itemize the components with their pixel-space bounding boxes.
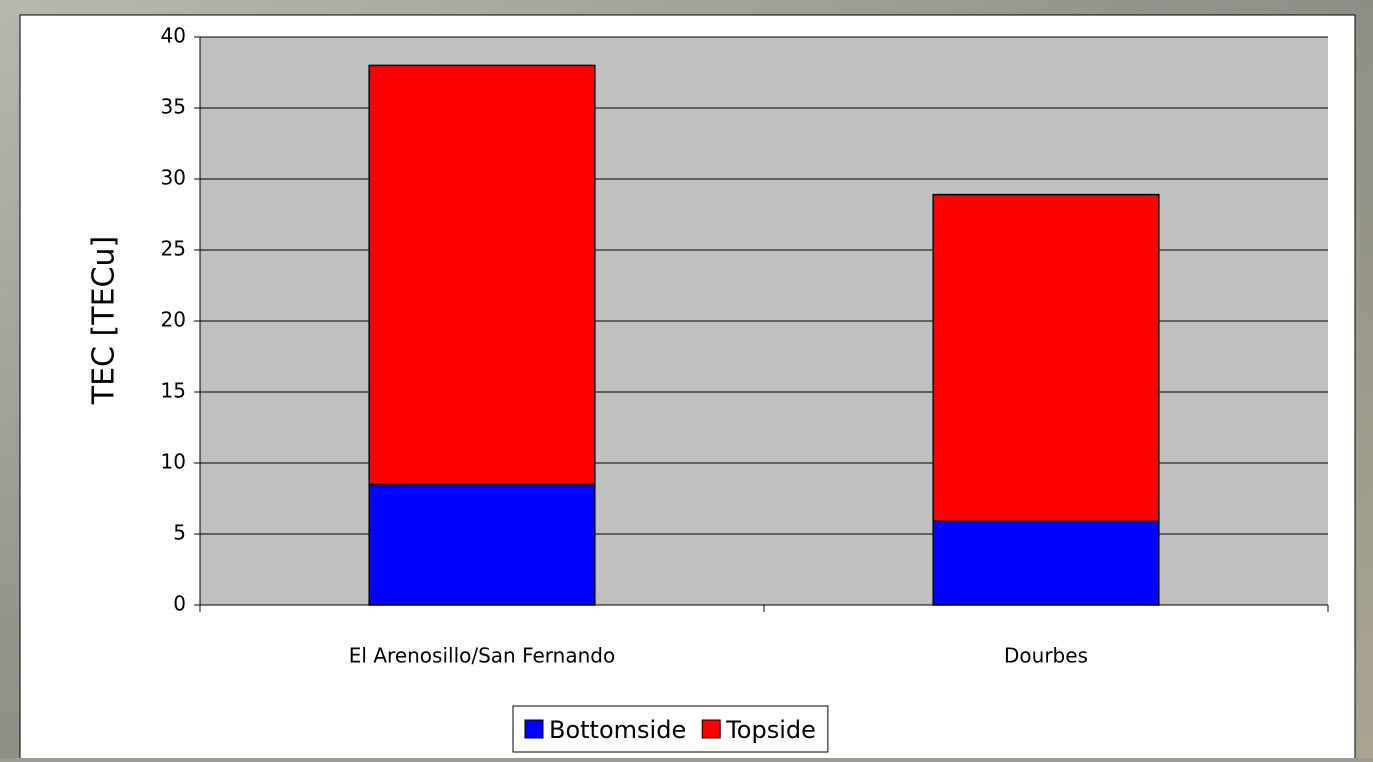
- y-tick-label: 25: [161, 237, 186, 261]
- x-tick-label: Dourbes: [1004, 644, 1088, 668]
- y-axis-label: TEC [TECu]: [87, 236, 122, 405]
- bar-segment: [368, 483, 596, 606]
- bar-segment: [932, 520, 1160, 606]
- y-tick-label: 35: [161, 95, 186, 119]
- bar-segment: [932, 193, 1160, 522]
- y-tick-label: 0: [173, 592, 186, 616]
- legend-swatch: [524, 719, 544, 739]
- bar-segment: [368, 64, 596, 486]
- y-tick-label: 20: [161, 308, 186, 332]
- y-tick-label: 30: [161, 166, 186, 190]
- y-tick-label: 10: [161, 450, 186, 474]
- x-tick-label: El Arenosillo/San Fernando: [349, 644, 615, 668]
- y-tick-label: 15: [161, 379, 186, 403]
- legend-box: [512, 705, 829, 753]
- legend-label: Topside: [725, 716, 816, 744]
- legend-label: Bottomside: [549, 716, 686, 744]
- y-tick-label: 40: [161, 24, 186, 48]
- legend-swatch: [701, 719, 721, 739]
- y-tick-label: 5: [173, 521, 186, 545]
